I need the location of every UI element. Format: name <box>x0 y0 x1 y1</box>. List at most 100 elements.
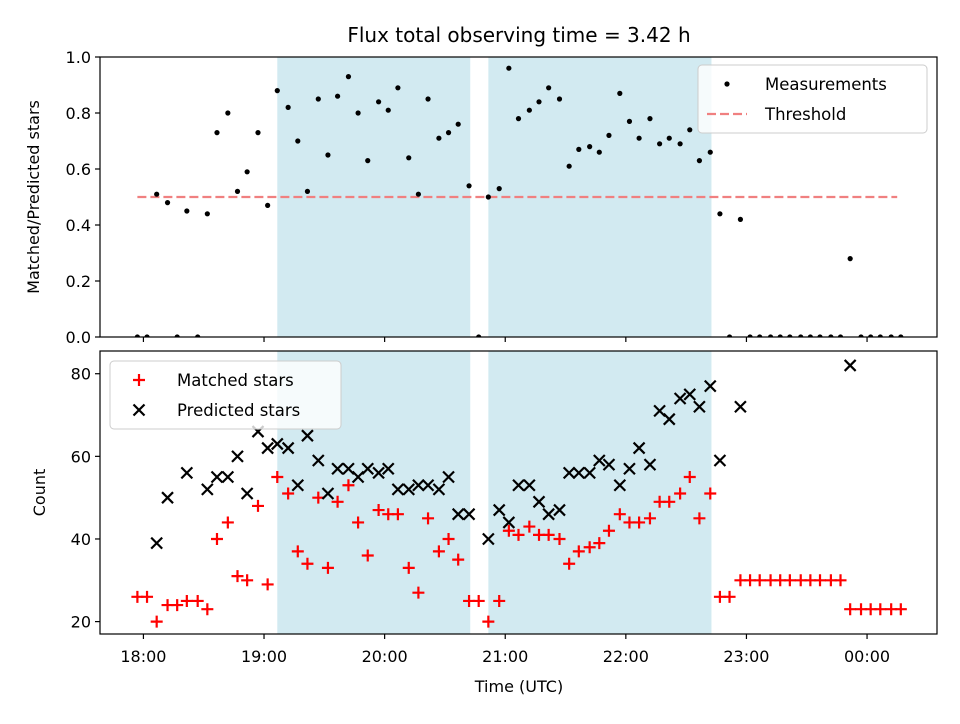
measurement-point <box>425 96 431 102</box>
x-tick-label: 18:00 <box>120 647 166 666</box>
matched-star-marker <box>171 599 184 612</box>
measurement-point <box>174 334 180 337</box>
measurement-point <box>365 158 371 164</box>
x-axis-label: Time (UTC) <box>474 677 563 696</box>
measurement-point <box>828 334 834 337</box>
predicted-star-marker <box>532 495 546 509</box>
x-tick-label: 23:00 <box>723 647 769 666</box>
measurement-point <box>134 334 140 337</box>
matched-star-marker <box>141 590 154 603</box>
predicted-star-marker <box>281 441 295 455</box>
predicted-star-marker <box>542 507 555 521</box>
measurement-point <box>576 146 582 152</box>
measurement-point <box>225 110 231 116</box>
measurement-point <box>265 202 271 208</box>
matched-star-marker <box>482 615 495 628</box>
predicted-star-marker <box>572 466 586 480</box>
predicted-star-marker <box>331 462 344 476</box>
matched-star-marker <box>452 553 465 566</box>
predicted-star-marker <box>381 462 395 476</box>
predicted-star-marker <box>562 466 576 480</box>
measurement-point <box>747 334 753 337</box>
measurement-point <box>677 141 683 147</box>
matched-star-marker <box>291 545 304 558</box>
panel-ratio: 0.0 0.2 0.4 0.6 0.8 1.0 Matched/Predicted star… <box>24 48 938 347</box>
predicted-star-marker <box>231 450 244 463</box>
matched-star-marker <box>572 545 585 558</box>
predicted-star-marker <box>312 454 325 467</box>
predicted-star-marker <box>451 507 465 521</box>
predicted-star-marker <box>492 503 506 517</box>
predicted-star-marker <box>432 483 446 496</box>
predicted-star-marker <box>462 507 476 521</box>
matched-star-marker <box>493 594 506 607</box>
matched-star-marker <box>352 516 365 529</box>
matched-star-marker <box>874 603 887 616</box>
legend-marker-predicted <box>132 403 146 417</box>
measurement-point <box>285 104 291 110</box>
matched-star-marker <box>602 524 615 537</box>
measurement-point <box>295 138 301 144</box>
legend-marker-matched <box>133 374 145 386</box>
legend: Matched stars Predicted stars <box>109 360 342 430</box>
predicted-star-marker <box>361 462 375 476</box>
matched-star-marker <box>523 520 536 533</box>
predicted-star-marker <box>391 483 405 496</box>
predicted-star-marker <box>713 454 727 467</box>
predicted-star-marker <box>402 483 416 496</box>
predicted-star-marker <box>693 400 706 414</box>
measurement-point <box>164 200 171 206</box>
measurement-point <box>696 158 703 164</box>
measurement-point <box>837 334 844 337</box>
predicted-star-marker <box>673 392 687 405</box>
measurement-point <box>687 127 693 133</box>
axes-frame <box>99 56 938 338</box>
measurement-point <box>154 191 160 197</box>
predicted-star-marker <box>613 478 627 492</box>
matched-star-marker <box>553 532 566 545</box>
measurement-point <box>858 334 864 337</box>
measurement-point <box>144 334 150 337</box>
matched-star-marker <box>693 512 706 525</box>
matched-star-marker <box>412 586 425 599</box>
plot-area <box>134 57 904 337</box>
matched-star-marker <box>442 532 455 545</box>
matched-star-marker <box>372 504 385 517</box>
legend-label: Predicted stars <box>177 401 300 420</box>
matched-star-marker <box>191 594 204 607</box>
matched-star-marker <box>422 512 435 525</box>
matched-star-marker <box>563 557 576 570</box>
measurement-point <box>556 96 563 102</box>
y-tick-label: 1.0 <box>66 48 91 67</box>
measurement-point <box>787 334 793 337</box>
matched-star-marker <box>221 516 234 529</box>
matched-star-marker <box>663 495 676 508</box>
measurement-point <box>536 99 542 105</box>
y-tick-label: 0.0 <box>66 328 91 347</box>
measurement-point <box>234 188 241 194</box>
measurement-point <box>777 334 783 337</box>
predicted-star-marker <box>412 478 425 492</box>
matched-star-marker <box>150 615 163 628</box>
matched-star-marker <box>723 590 736 603</box>
predicted-star-marker <box>602 458 616 471</box>
measurement-point <box>807 334 813 337</box>
measurement-point <box>184 208 190 214</box>
matched-star-marker <box>643 512 656 525</box>
matched-star-marker <box>674 487 687 500</box>
matched-star-marker <box>282 487 295 500</box>
matched-star-marker <box>301 557 314 570</box>
predicted-star-marker <box>703 379 717 393</box>
measurement-point <box>636 135 642 141</box>
measurement-point <box>485 194 491 200</box>
matched-star-marker <box>753 574 766 587</box>
measurement-point <box>868 334 874 337</box>
matched-star-marker <box>512 528 525 541</box>
measurement-point <box>415 191 421 197</box>
measurement-point <box>817 334 823 337</box>
matched-star-marker <box>361 549 374 562</box>
measurement-point <box>737 216 744 222</box>
measurement-point <box>195 334 201 337</box>
legend-box <box>109 360 342 430</box>
predicted-star-marker <box>502 516 516 529</box>
